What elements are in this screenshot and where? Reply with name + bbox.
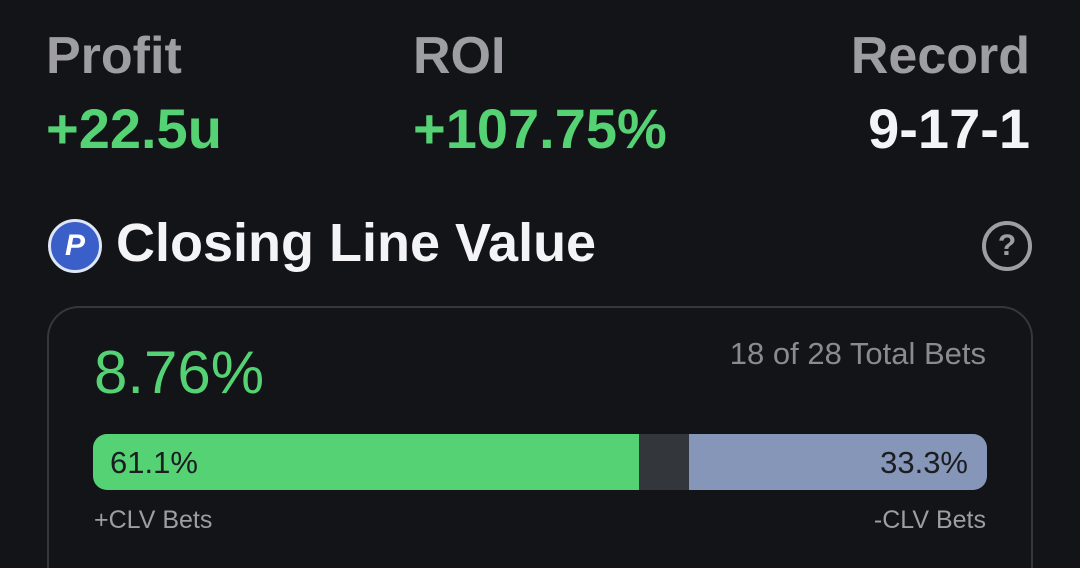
clv-bar [93,434,987,490]
clv-value: 8.76% [94,339,265,406]
stat-value: +22.5u [46,97,222,160]
positive-segment [93,434,640,490]
negative-label: 33.3% [880,445,968,480]
stat-label: Profit [46,27,182,85]
stat-label: Record [850,27,1030,85]
stat-value: +107.75% [413,97,667,160]
section-title: Closing Line Value [116,213,597,273]
negative-segment [689,434,987,490]
negative-caption: -CLV Bets [873,506,986,534]
clv-count: 18 of 28 Total Bets [729,336,986,371]
stat-value: 9-17-1 [868,97,1030,160]
provider-icon: P [48,219,102,273]
stat-label: ROI [413,27,506,85]
clv-card [47,306,1033,568]
positive-label: 61.1% [110,445,198,480]
positive-caption: +CLV Bets [94,506,213,534]
help-button[interactable]: ? [982,221,1032,271]
